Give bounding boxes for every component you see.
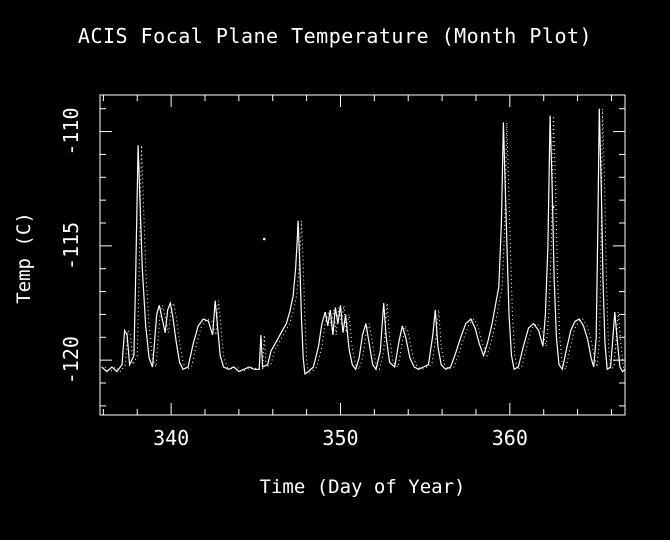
x-tick-label: 350 [322, 426, 358, 450]
y-tick-label: -115 [59, 222, 83, 270]
chart-title: ACIS Focal Plane Temperature (Month Plot… [77, 24, 593, 48]
x-tick-label: 340 [153, 426, 189, 450]
plot-frame [99, 94, 626, 416]
x-tick-label: 360 [492, 426, 528, 450]
y-tick-label: -120 [59, 336, 83, 384]
stray-data-point [551, 205, 555, 209]
temp-trace [101, 108, 625, 375]
x-axis-label: Time (Day of Year) [259, 476, 466, 498]
stray-data-point [262, 237, 266, 241]
y-tick-label: -110 [59, 107, 83, 155]
